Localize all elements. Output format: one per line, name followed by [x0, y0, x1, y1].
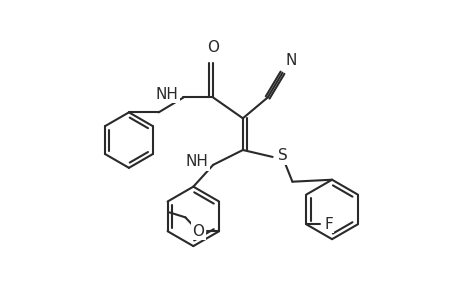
Text: NH: NH — [155, 87, 178, 102]
Text: N: N — [285, 53, 296, 68]
Text: O: O — [192, 224, 204, 239]
Text: O: O — [207, 40, 218, 55]
Text: NH: NH — [185, 154, 208, 169]
Text: S: S — [277, 148, 287, 164]
Text: F: F — [324, 217, 332, 232]
